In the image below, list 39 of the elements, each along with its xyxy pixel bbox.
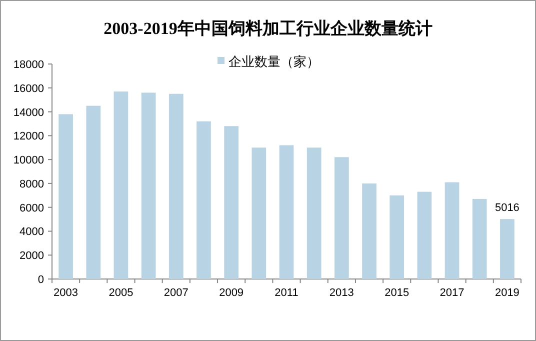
bar bbox=[168, 94, 184, 279]
bar bbox=[196, 121, 211, 279]
bar bbox=[472, 198, 487, 279]
bar bbox=[224, 126, 238, 279]
y-tick-label: 18000 bbox=[13, 59, 44, 71]
y-tick-label: 10000 bbox=[13, 154, 44, 167]
x-tick-label: 2009 bbox=[219, 287, 244, 299]
x-tick-label: 2015 bbox=[384, 287, 410, 299]
x-tick-label: 2007 bbox=[164, 287, 188, 299]
bar bbox=[334, 157, 349, 279]
x-tick-label: 2003 bbox=[54, 287, 78, 299]
x-tick-label: 2019 bbox=[494, 287, 520, 299]
bar bbox=[252, 148, 266, 279]
x-tick-label: 2011 bbox=[274, 287, 298, 299]
bar bbox=[114, 91, 128, 279]
bar bbox=[58, 114, 73, 279]
bar bbox=[417, 192, 432, 279]
bar bbox=[86, 106, 101, 279]
bar bbox=[306, 148, 322, 279]
y-tick-label: 4000 bbox=[20, 226, 44, 238]
bar bbox=[362, 183, 376, 279]
x-tick-label: 2005 bbox=[108, 287, 134, 299]
bar bbox=[390, 195, 404, 279]
y-tick-label: 14000 bbox=[13, 106, 44, 119]
y-tick-label: 8000 bbox=[20, 178, 44, 190]
y-tick-label: 12000 bbox=[13, 130, 44, 143]
y-tick-label: 6000 bbox=[20, 202, 44, 214]
y-tick-label: 0 bbox=[38, 274, 44, 286]
bar bbox=[141, 92, 156, 279]
data-label: 5016 bbox=[494, 202, 520, 214]
bar bbox=[500, 219, 514, 279]
legend: 企业数量（家） bbox=[218, 54, 320, 69]
x-tick-label: 2017 bbox=[440, 287, 464, 299]
bar bbox=[279, 145, 294, 279]
chart-title: 2003-2019年中国饲料加工行业企业数量统计 bbox=[104, 19, 432, 38]
x-tick-label: 2013 bbox=[329, 287, 354, 299]
y-tick-label: 16000 bbox=[13, 82, 44, 95]
y-tick-label: 2000 bbox=[20, 250, 44, 262]
bar bbox=[444, 182, 460, 279]
